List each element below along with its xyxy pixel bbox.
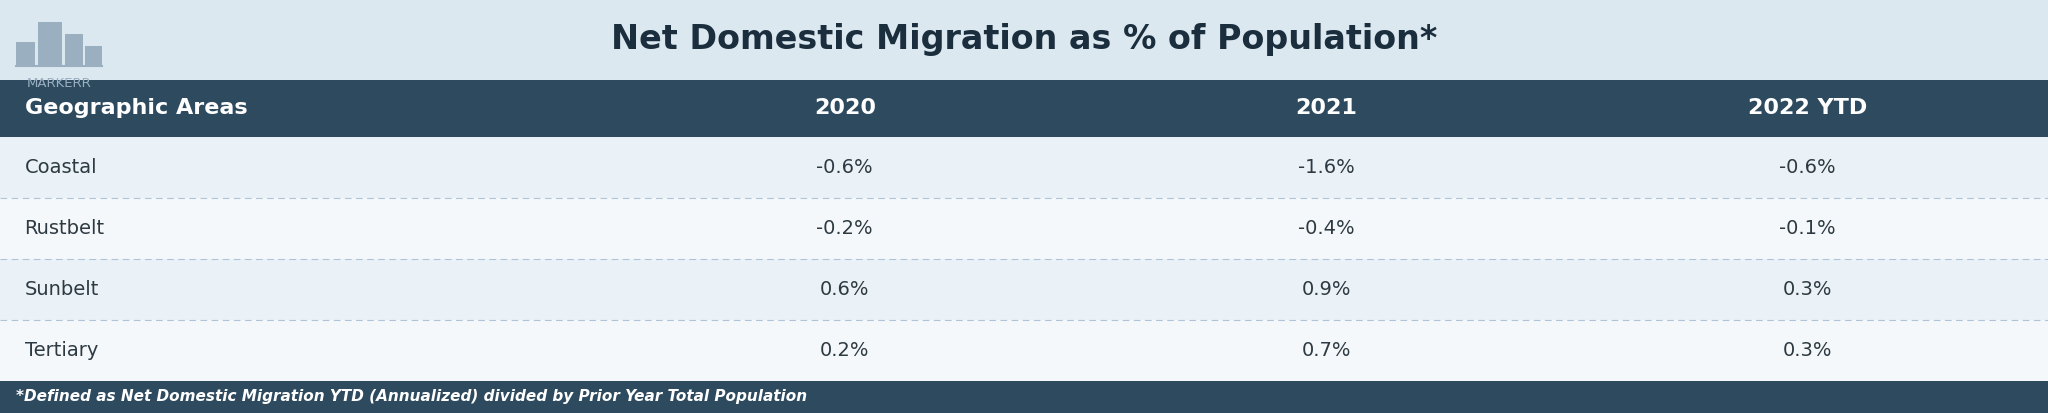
Bar	[16, 42, 35, 66]
Text: 0.7%: 0.7%	[1300, 341, 1352, 360]
Text: Sunbelt: Sunbelt	[25, 280, 98, 299]
Text: 2020: 2020	[813, 98, 877, 119]
Text: -1.6%: -1.6%	[1298, 158, 1354, 177]
Text: 0.2%: 0.2%	[819, 341, 870, 360]
Text: 0.3%: 0.3%	[1782, 280, 1833, 299]
Text: MARKERR: MARKERR	[27, 77, 92, 90]
Text: -0.6%: -0.6%	[1780, 158, 1835, 177]
Text: 2022 YTD: 2022 YTD	[1747, 98, 1868, 119]
Text: -0.6%: -0.6%	[817, 158, 872, 177]
Text: Coastal: Coastal	[25, 158, 96, 177]
Text: 0.6%: 0.6%	[819, 280, 870, 299]
Text: Net Domestic Migration as % of Population*: Net Domestic Migration as % of Populatio…	[610, 24, 1438, 57]
Text: 2021: 2021	[1294, 98, 1358, 119]
Bar	[0, 137, 2048, 198]
Bar	[0, 198, 2048, 259]
Bar	[0, 0, 2048, 80]
Text: -0.4%: -0.4%	[1298, 219, 1354, 238]
Bar	[0, 381, 2048, 413]
Bar	[66, 35, 82, 66]
Text: Rustbelt: Rustbelt	[25, 219, 104, 238]
Text: -0.2%: -0.2%	[817, 219, 872, 238]
Text: -0.1%: -0.1%	[1780, 219, 1835, 238]
Text: 0.9%: 0.9%	[1300, 280, 1352, 299]
Text: Geographic Areas: Geographic Areas	[25, 98, 248, 119]
Bar	[0, 80, 2048, 137]
Text: 0.3%: 0.3%	[1782, 341, 1833, 360]
Bar	[0, 259, 2048, 320]
Text: Tertiary: Tertiary	[25, 341, 98, 360]
Text: *Defined as Net Domestic Migration YTD (Annualized) divided by Prior Year Total : *Defined as Net Domestic Migration YTD (…	[16, 389, 807, 404]
Bar	[0, 320, 2048, 381]
Bar	[39, 22, 61, 66]
Bar	[86, 46, 102, 66]
